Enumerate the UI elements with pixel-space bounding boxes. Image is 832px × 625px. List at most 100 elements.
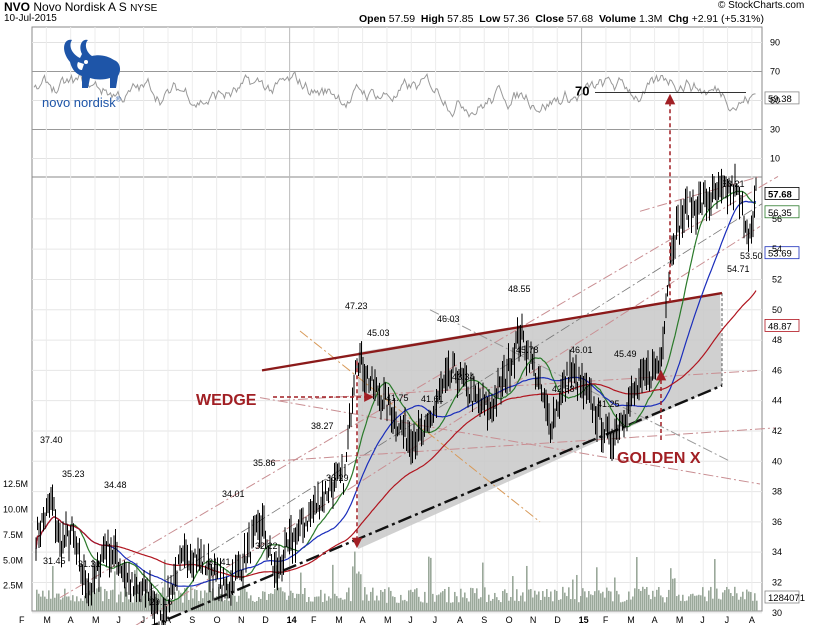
volume-bar (634, 588, 636, 611)
volume-bar (352, 566, 354, 611)
volume-bar (122, 602, 124, 611)
volume-bar (126, 591, 128, 611)
volume-bar (66, 596, 68, 611)
volume-bar (310, 601, 312, 611)
volume-bar (220, 593, 222, 611)
volume-bar (40, 596, 42, 611)
x-tick-label: A (652, 615, 658, 625)
volume-bar (132, 602, 134, 611)
volume-bar (54, 597, 56, 611)
ohlc-line: Open 57.59 High 57.85 Low 57.36 Close 57… (359, 13, 764, 25)
volume-bar (306, 601, 308, 611)
volume-bar (620, 602, 622, 611)
wedge-label: WEDGE (196, 392, 257, 409)
x-tick-label: F (311, 615, 317, 625)
volume-bar (404, 599, 406, 611)
x-tick-label: N (530, 615, 537, 625)
volume-bar (456, 596, 458, 611)
volume-bar (586, 597, 588, 611)
volume-bar (264, 591, 266, 611)
price-annotation: 32.22 (255, 541, 278, 551)
volume-bar (628, 591, 630, 611)
volume-bar (280, 587, 282, 611)
volume-bar (448, 586, 450, 611)
volume-bar (450, 602, 452, 611)
price-annotation: 54.71 (727, 264, 750, 274)
price-tick-label: 34 (772, 547, 782, 557)
ma-short-value-box (764, 205, 800, 219)
volume-bar (224, 599, 226, 611)
volume-bar (590, 594, 592, 611)
volume-bar (616, 590, 618, 611)
volume-bar (108, 598, 110, 611)
volume-bar (414, 589, 416, 611)
volume-bar (720, 599, 722, 611)
volume-bar (76, 596, 78, 611)
volume-bar (662, 597, 664, 611)
volume-bar (166, 596, 168, 611)
volume-bar (138, 592, 140, 611)
volume-bar (706, 601, 708, 611)
rsi-tick-label: 70 (770, 67, 780, 77)
volume-bar (394, 597, 396, 611)
ma-mid-value: 53.69 (768, 249, 792, 260)
fan-line (269, 427, 776, 462)
volume-bar (252, 600, 254, 611)
volume-bar (700, 595, 702, 611)
price-annotation: 45.03 (367, 328, 390, 338)
volume-bar (182, 602, 184, 611)
x-tick-label: J (433, 615, 438, 625)
volume-bar (544, 596, 546, 611)
volume-bar (582, 588, 584, 611)
volume-bar (184, 588, 186, 611)
volume-bar (542, 591, 544, 611)
volume-bar (426, 602, 428, 611)
volume-bar (746, 589, 748, 611)
price-tick-label: 38 (772, 487, 782, 497)
channel-line (59, 176, 779, 599)
volume-bar (510, 596, 512, 611)
volume-bar (60, 599, 62, 611)
volume-bar (492, 598, 494, 611)
volume-bar (36, 589, 38, 611)
volume-bar (84, 595, 86, 611)
x-tick-label: 15 (579, 615, 589, 625)
volume-bar (406, 601, 408, 611)
volume-bar (730, 592, 732, 611)
watermark: © StockCharts.com (718, 0, 805, 11)
rsi-tick-label: 90 (770, 38, 780, 48)
volume-bar (580, 596, 582, 611)
volume-bar (358, 571, 360, 611)
volume-bar (180, 592, 182, 611)
price-annotation: 31.45 (43, 556, 66, 566)
x-tick-label: M (335, 615, 343, 625)
volume-bar (206, 592, 208, 611)
volume-bar (162, 587, 164, 611)
volume-bar (478, 598, 480, 611)
x-tick-label: S (481, 615, 487, 625)
volume-bar (214, 597, 216, 611)
price-annotation: 41.75 (386, 393, 409, 403)
volume-bar (186, 587, 188, 611)
rsi-tick-label: 30 (770, 125, 780, 135)
volume-bar (302, 593, 304, 611)
volume-bar (366, 594, 368, 611)
volume-bar (498, 600, 500, 611)
volume-bar (314, 596, 316, 611)
volume-bar (716, 588, 718, 611)
low-label: Low (479, 13, 501, 25)
x-tick-label: M (384, 615, 392, 625)
x-tick-label: O (214, 615, 221, 625)
volume-bar (240, 589, 242, 611)
volume-bar (228, 600, 230, 611)
volume-bar (470, 587, 472, 611)
last-price-label-box (764, 187, 800, 200)
volume-bar (422, 602, 424, 611)
volume-bar (324, 593, 326, 611)
golden-cross-label: GOLDEN X (617, 450, 701, 467)
volume-bar (176, 598, 178, 611)
volume-bar (294, 598, 296, 611)
volume-bar (356, 573, 358, 611)
price-tick-label: 42 (772, 426, 782, 436)
volume-bar (350, 601, 352, 611)
